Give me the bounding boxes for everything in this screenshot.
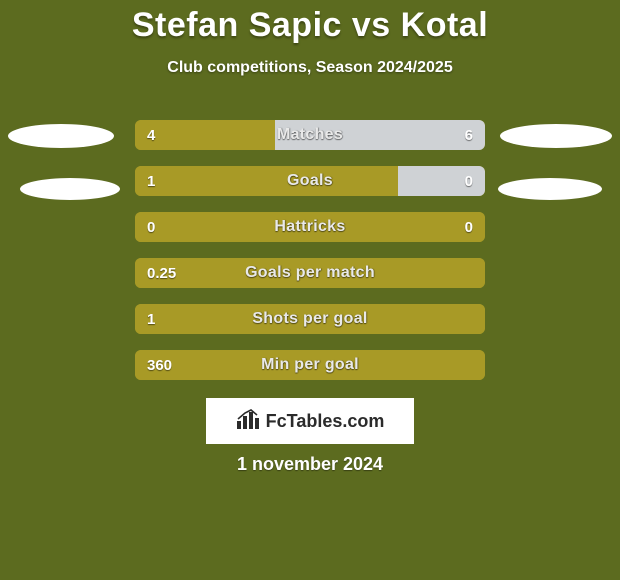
chart-bars-icon: [236, 409, 260, 434]
brand-part-b: Tables: [287, 411, 343, 431]
player-badge-oval: [498, 178, 602, 200]
stat-label: Matches: [135, 120, 485, 150]
stat-value-left: 4: [147, 120, 155, 150]
stat-value-right: 6: [465, 120, 473, 150]
subtitle: Club competitions, Season 2024/2025: [0, 59, 620, 77]
stat-value-left: 360: [147, 350, 172, 380]
player-badge-oval: [8, 124, 114, 148]
comparison-card: Stefan Sapic vs Kotal Club competitions,…: [0, 0, 620, 580]
brand-part-c: .com: [342, 411, 384, 431]
stat-label: Goals: [135, 166, 485, 196]
stat-value-right: 0: [465, 166, 473, 196]
player-badge-oval: [500, 124, 612, 148]
stat-value-left: 0.25: [147, 258, 176, 288]
stat-label: Goals per match: [135, 258, 485, 288]
brand-logo: FcTables.com: [206, 398, 414, 444]
stat-row: Shots per goal1: [135, 304, 485, 334]
stats-block: Matches46Goals10Hattricks00Goals per mat…: [135, 120, 485, 396]
stat-row: Hattricks0 0: [135, 212, 485, 242]
brand-part-a: Fc: [266, 411, 287, 431]
date-text: 1 november 2024: [0, 454, 620, 475]
stat-value-left: 0: [147, 212, 155, 242]
stat-row: Goals1 0: [135, 166, 485, 196]
stat-label: Min per goal: [135, 350, 485, 380]
stat-row: Matches4 6: [135, 120, 485, 150]
page-title: Stefan Sapic vs Kotal: [0, 0, 620, 45]
player-badge-oval: [20, 178, 120, 200]
stat-label: Shots per goal: [135, 304, 485, 334]
stat-value-left: 1: [147, 304, 155, 334]
stat-label: Hattricks: [135, 212, 485, 242]
stat-row: Goals per match0.25: [135, 258, 485, 288]
stat-value-left: 1: [147, 166, 155, 196]
stat-value-right: 0: [465, 212, 473, 242]
stat-row: Min per goal360: [135, 350, 485, 380]
brand-text: FcTables.com: [266, 411, 385, 432]
